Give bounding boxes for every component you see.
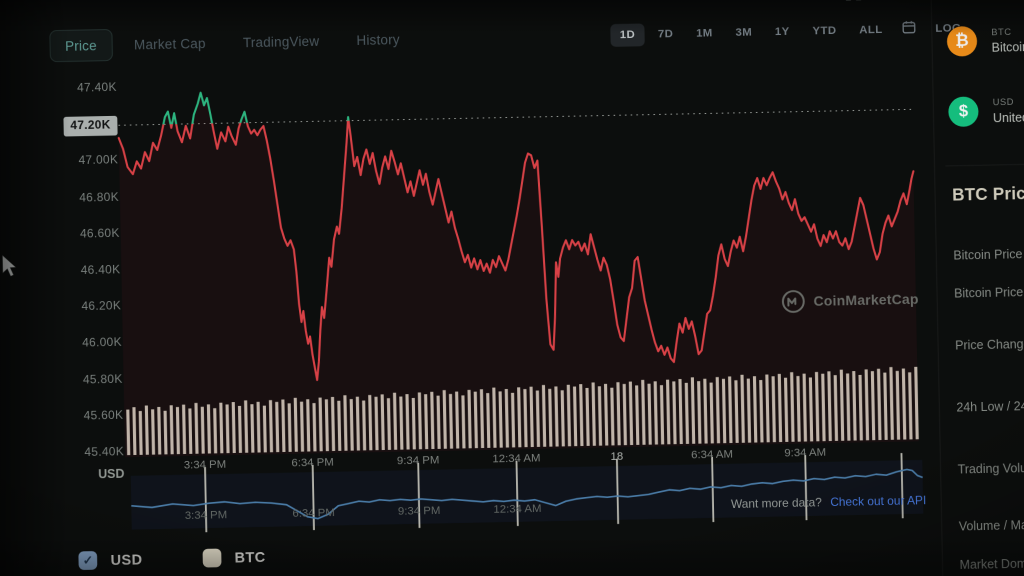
x-axis-tick-label: 6:34 PM bbox=[291, 456, 334, 470]
legend-btc-label: BTC bbox=[234, 548, 266, 566]
navigator-pane bbox=[130, 459, 924, 530]
bitcoin-icon: ₿ bbox=[946, 26, 978, 57]
sidebar-divider bbox=[945, 163, 1024, 167]
stat-row-label: 24h Low / 24h High bbox=[956, 398, 1024, 415]
stat-row-label: Volume / Market Cap bbox=[958, 517, 1024, 534]
legend-usd-label: USD bbox=[110, 551, 143, 569]
x-axis-tick-label: 18 bbox=[610, 450, 624, 464]
btc-checkbox[interactable] bbox=[202, 548, 222, 568]
baseline-dotted-line bbox=[118, 108, 916, 126]
x-axis-tick-label: 12:34 AM bbox=[492, 452, 541, 466]
x-axis-tick-label: 9:34 AM bbox=[784, 446, 827, 460]
converter-row-btc[interactable]: ₿ BTC Bitcoin bbox=[946, 25, 1024, 57]
series-legend: ✓ USD BTC bbox=[78, 548, 266, 570]
coin-name: Bitcoin bbox=[991, 39, 1024, 55]
x-axis-tick-label: 6:34 AM bbox=[691, 448, 734, 462]
converter-row-usd[interactable]: $ USD United States Dollar bbox=[948, 94, 1024, 128]
stat-row-label: Trading Volume bbox=[957, 460, 1024, 477]
navigator-tick bbox=[417, 462, 421, 528]
stat-row-label: Price Change 24h bbox=[955, 336, 1024, 353]
legend-item-usd[interactable]: ✓ USD bbox=[78, 550, 143, 570]
usd-checkbox[interactable]: ✓ bbox=[78, 550, 98, 570]
navigator-tick bbox=[515, 460, 519, 526]
mouse-cursor bbox=[2, 254, 17, 277]
navigator-tick bbox=[615, 458, 620, 524]
coin-name: United States Dollar bbox=[992, 108, 1024, 126]
navigator-tick-label: 9:34 PM bbox=[397, 504, 441, 519]
navigator-tick-label: 3:34 PM bbox=[184, 509, 228, 523]
navigator-tick-label: 12:34 AM bbox=[493, 502, 542, 517]
stat-row-label: Bitcoin Price Today bbox=[953, 246, 1024, 263]
dollar-icon: $ bbox=[948, 96, 979, 128]
stats-heading: BTC Price Statistics bbox=[951, 183, 1024, 205]
stat-row-label: Bitcoin Price bbox=[954, 284, 1024, 301]
x-axis-tick-label: 9:34 PM bbox=[396, 454, 440, 468]
coin-symbol: BTC bbox=[991, 26, 1012, 38]
navigator-tick bbox=[311, 464, 315, 531]
api-link[interactable]: Check out our API bbox=[830, 495, 927, 510]
legend-item-btc[interactable]: BTC bbox=[202, 548, 266, 568]
coinmarketcap-logo-icon bbox=[781, 290, 805, 313]
navigator-tick bbox=[204, 467, 208, 533]
navigator-tick-label: 6:34 PM bbox=[292, 506, 335, 521]
coinmarketcap-watermark: CoinMarketCap bbox=[781, 287, 919, 314]
watermark-label: CoinMarketCap bbox=[813, 291, 919, 309]
x-axis-tick-label: 3:34 PM bbox=[183, 458, 227, 472]
api-prompt-text: Want more data? bbox=[730, 497, 822, 512]
navigator-tick bbox=[711, 456, 715, 523]
navigator-tick bbox=[900, 453, 904, 519]
coin-symbol: USD bbox=[992, 96, 1015, 108]
right-sidebar: BTC to USD Calculator ₿ BTC Bitcoin $ US… bbox=[930, 0, 1024, 576]
navigator-tick bbox=[804, 454, 808, 521]
stat-row-label: Market Dominance bbox=[959, 555, 1024, 572]
